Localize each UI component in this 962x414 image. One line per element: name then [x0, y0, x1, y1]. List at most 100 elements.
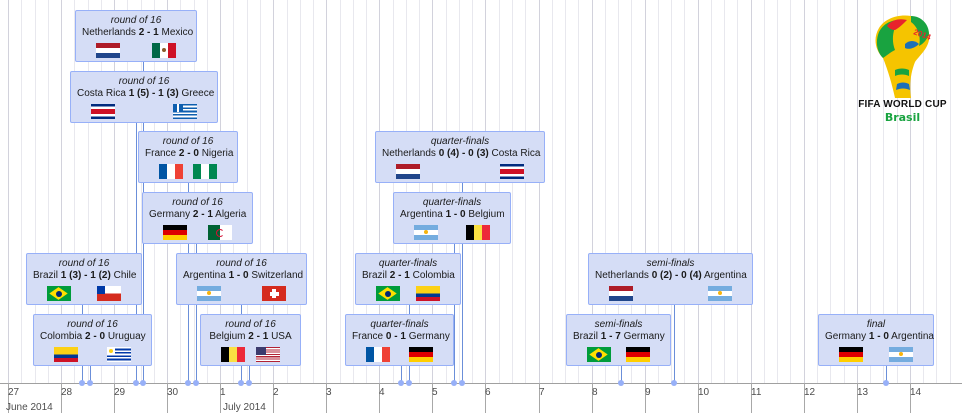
match-flags	[207, 347, 294, 362]
uruguay-flag-icon	[107, 347, 131, 362]
match-date-dot[interactable]	[246, 380, 252, 386]
match-card[interactable]: quarter-finals Brazil 2 - 1 Colombia	[355, 253, 461, 305]
match-result: Germany 1 - 0 Argentina	[825, 331, 934, 343]
home-score: 2	[138, 27, 145, 38]
grid-line	[21, 0, 22, 383]
match-stage: round of 16	[110, 15, 162, 26]
match-date-dot[interactable]	[185, 380, 191, 386]
axis-month-label: July 2014	[223, 402, 266, 413]
match-card[interactable]: quarter-finals Netherlands 0 (4) - 0 (3) …	[375, 131, 545, 183]
axis-tick	[592, 383, 593, 413]
grid-line	[684, 0, 685, 383]
match-stage: final	[866, 319, 886, 330]
match-card[interactable]: round of 16 Costa Rica 1 (5) - 1 (3) Gree…	[70, 71, 218, 123]
match-date-dot[interactable]	[671, 380, 677, 386]
match-card[interactable]: round of 16 Belgium 2 - 1 USA	[200, 314, 301, 366]
axis-tick	[8, 383, 9, 413]
match-card[interactable]: round of 16 Germany 2 - 1 Algeria	[142, 192, 253, 244]
match-card[interactable]: final Germany 1 - 0 Argentina	[818, 314, 934, 366]
grid-line	[552, 0, 553, 383]
score-separator: -	[184, 148, 194, 159]
match-result: Brazil 1 (3) - 1 (2) Chile	[33, 270, 136, 282]
away-score: 0	[243, 270, 249, 281]
axis-tick-label: 3	[326, 387, 332, 398]
score-separator: -	[198, 209, 208, 220]
match-card[interactable]: round of 16 Colombia 2 - 0 Uruguay	[33, 314, 152, 366]
grid-line	[472, 0, 473, 383]
match-date-dot[interactable]	[140, 380, 146, 386]
grid-line	[539, 0, 540, 383]
switzerland-flag-icon	[262, 286, 286, 301]
home-score: 2	[192, 209, 199, 220]
away-score: 0	[99, 331, 106, 342]
grid-line	[154, 0, 155, 383]
match-stage: quarter-finals	[370, 319, 429, 330]
match-card[interactable]: semi-finals Brazil 1 - 7 Germany	[566, 314, 671, 366]
axis-tick-label: 1	[220, 387, 226, 398]
match-date-dot[interactable]	[459, 380, 465, 386]
match-date-dot[interactable]	[618, 380, 624, 386]
grid-line	[936, 0, 937, 383]
axis-tick-label: 4	[379, 387, 385, 398]
grid-line	[61, 0, 62, 383]
match-date-dot[interactable]	[398, 380, 404, 386]
match-card[interactable]: round of 16 Argentina 1 - 0 Switzerland	[176, 253, 307, 305]
match-flags	[145, 164, 231, 179]
match-card[interactable]: round of 16 France 2 - 0 Nigeria	[138, 131, 238, 183]
match-result: Netherlands 0 (4) - 0 (3) Costa Rica	[382, 148, 540, 160]
match-card[interactable]: quarter-finals Argentina 1 - 0 Belgium	[393, 192, 511, 244]
grid-line	[313, 0, 314, 383]
home-score: 2	[178, 148, 185, 159]
germany-flag-icon	[409, 347, 433, 362]
match-result: France 2 - 0 Nigeria	[145, 148, 233, 160]
germany-flag-icon	[163, 225, 187, 240]
score-separator: -	[81, 270, 91, 281]
home-score: 2	[248, 331, 254, 342]
home-score: 2	[85, 331, 91, 342]
netherlands-flag-icon	[96, 43, 120, 58]
score-separator: -	[459, 148, 469, 159]
grid-line	[8, 0, 9, 383]
match-card[interactable]: semi-finals Netherlands 0 (2) - 0 (4) Arg…	[588, 253, 753, 305]
grid-line	[751, 0, 752, 383]
grid-line	[220, 0, 221, 383]
match-stage: semi-finals	[594, 319, 643, 330]
match-date-dot[interactable]	[406, 380, 412, 386]
match-result: Netherlands 2 - 1 Mexico	[82, 27, 193, 39]
argentina-flag-icon	[197, 286, 221, 301]
algeria-flag-icon	[208, 225, 232, 240]
match-date-dot[interactable]	[79, 380, 85, 386]
match-date-dot[interactable]	[133, 380, 139, 386]
grid-line	[207, 0, 208, 383]
match-flags	[573, 347, 664, 362]
match-card[interactable]: quarter-finals France 0 - 1 Germany	[345, 314, 454, 366]
grid-line	[340, 0, 341, 383]
grid-line	[950, 0, 951, 383]
grid-line	[777, 0, 778, 383]
grid-line	[141, 0, 142, 383]
match-result: Colombia 2 - 0 Uruguay	[40, 331, 146, 343]
grid-line	[883, 0, 884, 383]
match-stage: round of 16	[172, 197, 223, 208]
brazil-flag-icon	[587, 347, 611, 362]
home-score: 1	[600, 331, 607, 342]
home-score: 1 (3)	[60, 270, 82, 281]
match-date-dot[interactable]	[193, 380, 199, 386]
argentina-flag-icon	[414, 225, 438, 240]
home-score: 0	[385, 331, 392, 342]
axis-tick-label: 13	[857, 387, 869, 398]
axis-tick	[167, 383, 168, 413]
match-date-dot[interactable]	[451, 380, 457, 386]
grid-line	[711, 0, 712, 383]
match-card[interactable]: round of 16 Brazil 1 (3) - 1 (2) Chile	[26, 253, 142, 305]
away-team: Algeria	[215, 209, 247, 220]
match-date-dot[interactable]	[87, 380, 93, 386]
match-date-dot[interactable]	[883, 380, 889, 386]
match-card[interactable]: round of 16 Netherlands 2 - 1 Mexico	[75, 10, 197, 62]
match-stem	[462, 183, 463, 383]
grid-line	[817, 0, 818, 383]
match-stem	[674, 305, 675, 383]
match-date-dot[interactable]	[238, 380, 244, 386]
away-team: Uruguay	[107, 331, 146, 342]
